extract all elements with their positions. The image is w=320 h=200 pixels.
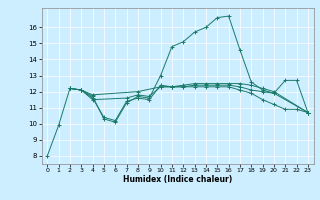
- X-axis label: Humidex (Indice chaleur): Humidex (Indice chaleur): [123, 175, 232, 184]
